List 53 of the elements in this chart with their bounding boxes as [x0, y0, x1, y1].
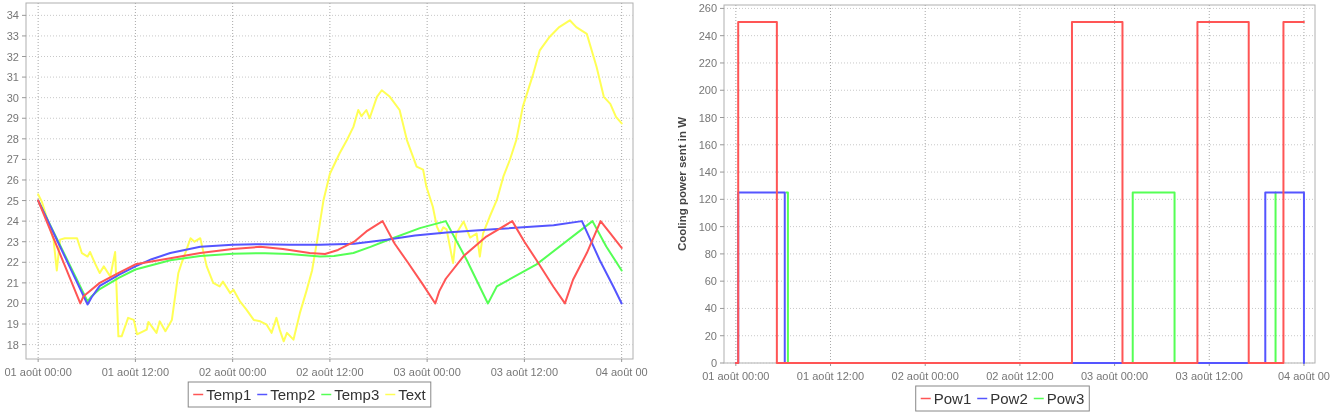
y-tick-label: 140: [698, 166, 717, 179]
y-tick-label: 220: [698, 56, 717, 69]
legend-label: Pow1: [933, 390, 972, 407]
y-tick-label: 100: [698, 220, 717, 233]
x-tick-label: 02 août 00:00: [199, 366, 267, 378]
legend-label: Pow3: [1046, 390, 1085, 407]
y-tick-label: 19: [6, 318, 19, 331]
x-tick-label: 01 août 12:00: [101, 366, 170, 378]
y-tick-label: 30: [6, 91, 19, 104]
y-axis-title: Cooling power sent in W: [676, 116, 688, 252]
y-tick-label: 160: [698, 138, 717, 151]
y-tick-label: 22: [6, 256, 19, 269]
x-tick-label: 02 août 12:00: [986, 370, 1054, 382]
legend-label: Pow2: [990, 390, 1028, 407]
legend-label: Temp1: [206, 386, 252, 403]
y-tick-label: 80: [704, 247, 717, 260]
y-tick-label: 31: [6, 71, 19, 84]
x-tick-label: 01 août 00:00: [702, 370, 770, 382]
legend-label: Temp2: [270, 386, 316, 403]
y-tick-label: 18: [6, 338, 19, 351]
x-tick-label: 02 août 00:00: [891, 370, 959, 382]
x-tick-label: 04 août 00: [1277, 370, 1330, 382]
y-tick-label: 28: [6, 132, 19, 145]
y-tick-label: 26: [6, 173, 19, 186]
x-tick-label: 03 août 00:00: [393, 366, 461, 378]
y-tick-label: 20: [6, 297, 19, 310]
x-tick-label: 03 août 12:00: [1175, 370, 1243, 382]
y-tick-label: 24: [6, 215, 19, 228]
y-tick-label: 240: [698, 29, 717, 42]
y-tick-label: 27: [6, 153, 19, 166]
y-tick-label: 180: [698, 111, 717, 124]
y-tick-label: 40: [704, 302, 717, 315]
x-tick-label: 01 août 12:00: [796, 370, 865, 382]
y-tick-label: 34: [6, 9, 19, 22]
y-tick-label: 23: [6, 235, 19, 248]
y-tick-label: 33: [6, 29, 19, 42]
y-tick-label: 120: [698, 193, 717, 206]
x-tick-label: 04 août 00: [595, 366, 648, 378]
legend-label: Temp3: [334, 386, 380, 403]
y-tick-label: 25: [6, 194, 19, 207]
legend-label: Text: [398, 386, 427, 403]
y-tick-label: 32: [6, 50, 19, 63]
x-tick-label: 03 août 12:00: [490, 366, 559, 378]
y-tick-label: 29: [6, 112, 19, 125]
y-tick-label: 260: [698, 2, 717, 15]
x-tick-label: 02 août 12:00: [296, 366, 364, 378]
y-tick-label: 20: [704, 329, 717, 342]
x-tick-label: 03 août 00:00: [1080, 370, 1149, 382]
x-tick-label: 01 août 00:00: [4, 366, 72, 378]
y-tick-label: 200: [698, 84, 717, 97]
y-tick-label: 0: [710, 357, 717, 369]
y-tick-label: 60: [704, 275, 717, 288]
y-tick-label: 21: [6, 276, 19, 289]
